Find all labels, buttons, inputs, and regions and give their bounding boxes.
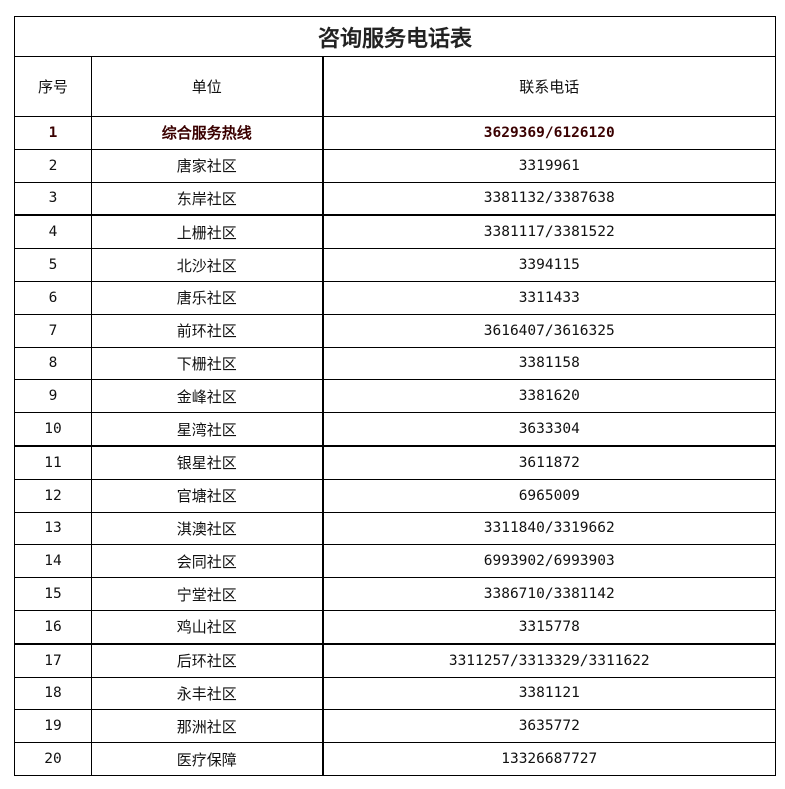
row-unit: 上栅社区 — [91, 214, 323, 250]
row-unit: 那洲社区 — [91, 709, 323, 744]
row-phone: 3394115 — [321, 248, 776, 282]
row-phone: 3311433 — [321, 280, 776, 315]
row-phone: 13326687727 — [321, 742, 776, 776]
row-phone: 6965009 — [321, 478, 776, 513]
row-unit: 鸡山社区 — [91, 609, 323, 645]
row-index: 19 — [14, 709, 92, 744]
row-unit: 官塘社区 — [91, 478, 323, 513]
row-unit: 星湾社区 — [91, 412, 323, 447]
row-phone: 3633304 — [321, 412, 776, 447]
row-unit: 医疗保障 — [91, 742, 323, 776]
row-index: 3 — [14, 181, 92, 217]
row-unit: 下栅社区 — [91, 346, 323, 381]
row-phone: 3635772 — [321, 709, 776, 744]
row-index: 10 — [14, 412, 92, 447]
table-row: 15 宁堂社区 3386710/3381142 — [14, 577, 776, 611]
row-index: 15 — [14, 577, 92, 611]
row-unit: 淇澳社区 — [91, 511, 323, 546]
header-phone: 联系电话 — [321, 56, 776, 117]
row-index: 9 — [14, 379, 92, 414]
table-row: 1 综合服务热线 3629369/6126120 — [14, 116, 776, 150]
table-row: 7 前环社区 3616407/3616325 — [14, 313, 776, 348]
table-row: 13 淇澳社区 3311840/3319662 — [14, 511, 776, 546]
table-row: 8 下栅社区 3381158 — [14, 346, 776, 381]
row-phone: 3611872 — [321, 445, 776, 480]
row-unit: 后环社区 — [91, 643, 323, 678]
table-row: 4 上栅社区 3381117/3381522 — [14, 214, 776, 250]
table-row: 14 会同社区 6993902/6993903 — [14, 544, 776, 579]
table-row: 18 永丰社区 3381121 — [14, 676, 776, 711]
row-index: 16 — [14, 609, 92, 645]
table-row: 12 官塘社区 6965009 — [14, 478, 776, 513]
table-row: 16 鸡山社区 3315778 — [14, 609, 776, 645]
table-row: 2 唐家社区 3319961 — [14, 148, 776, 183]
row-phone: 3381117/3381522 — [321, 214, 776, 250]
row-index: 17 — [14, 643, 92, 678]
table-row: 5 北沙社区 3394115 — [14, 248, 776, 282]
row-phone: 3381620 — [321, 379, 776, 414]
row-unit: 银星社区 — [91, 445, 323, 480]
row-phone: 3381132/3387638 — [321, 181, 776, 217]
table-row: 6 唐乐社区 3311433 — [14, 280, 776, 315]
row-index: 8 — [14, 346, 92, 381]
table-row: 10 星湾社区 3633304 — [14, 412, 776, 447]
row-phone: 3616407/3616325 — [321, 313, 776, 348]
row-unit: 宁堂社区 — [91, 577, 323, 611]
row-unit: 综合服务热线 — [91, 116, 323, 150]
row-phone: 3315778 — [321, 609, 776, 645]
row-phone: 3381158 — [321, 346, 776, 381]
row-unit: 前环社区 — [91, 313, 323, 348]
header-unit: 单位 — [91, 56, 323, 117]
row-index: 14 — [14, 544, 92, 579]
row-index: 1 — [14, 116, 92, 150]
table-title: 咨询服务电话表 — [14, 16, 776, 57]
table-row: 11 银星社区 3611872 — [14, 445, 776, 480]
row-index: 20 — [14, 742, 92, 776]
row-index: 7 — [14, 313, 92, 348]
row-phone: 3386710/3381142 — [321, 577, 776, 611]
row-phone: 3319961 — [321, 148, 776, 183]
row-unit: 永丰社区 — [91, 676, 323, 711]
row-index: 6 — [14, 280, 92, 315]
row-unit: 金峰社区 — [91, 379, 323, 414]
row-unit: 唐乐社区 — [91, 280, 323, 315]
row-index: 2 — [14, 148, 92, 183]
table-row: 19 那洲社区 3635772 — [14, 709, 776, 744]
header-index: 序号 — [14, 56, 92, 117]
row-phone: 3381121 — [321, 676, 776, 711]
row-unit: 北沙社区 — [91, 248, 323, 282]
table-row: 9 金峰社区 3381620 — [14, 379, 776, 414]
row-index: 4 — [14, 214, 92, 250]
row-phone: 3629369/6126120 — [321, 116, 776, 150]
row-unit: 会同社区 — [91, 544, 323, 579]
row-unit: 唐家社区 — [91, 148, 323, 183]
row-unit: 东岸社区 — [91, 181, 323, 217]
row-phone: 3311840/3319662 — [321, 511, 776, 546]
phone-table: 咨询服务电话表 序号 单位 联系电话 1 综合服务热线 3629369/612612… — [14, 16, 776, 776]
row-index: 5 — [14, 248, 92, 282]
row-phone: 6993902/6993903 — [321, 544, 776, 579]
table-row: 3 东岸社区 3381132/3387638 — [14, 181, 776, 217]
table-row: 17 后环社区 3311257/3313329/3311622 — [14, 643, 776, 678]
table-row: 20 医疗保障 13326687727 — [14, 742, 776, 776]
row-index: 11 — [14, 445, 92, 480]
row-index: 18 — [14, 676, 92, 711]
row-phone: 3311257/3313329/3311622 — [321, 643, 776, 678]
row-index: 13 — [14, 511, 92, 546]
row-index: 12 — [14, 478, 92, 513]
